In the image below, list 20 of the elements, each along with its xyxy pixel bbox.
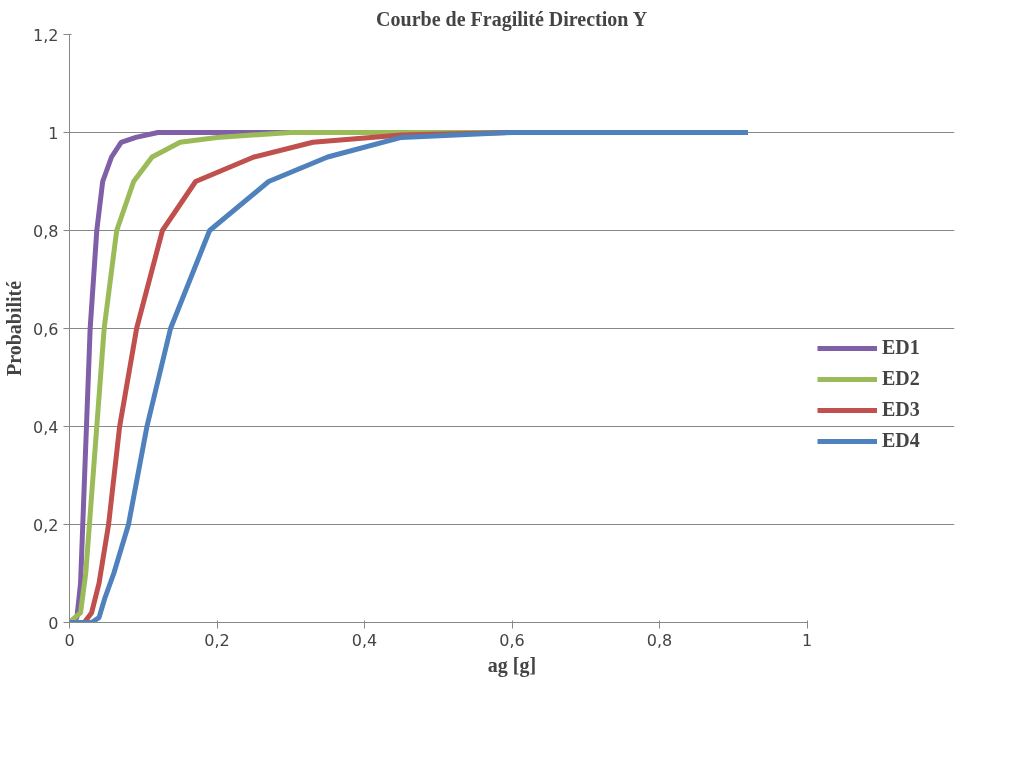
y-tick-label: 0,4 — [33, 417, 59, 437]
y-tick-label: 0,2 — [33, 515, 59, 535]
legend-label: ED4 — [882, 429, 920, 452]
x-tick-label: 0,6 — [499, 630, 525, 650]
x-tick-label: 0 — [64, 630, 75, 650]
x-tick-label: 0,2 — [204, 630, 230, 650]
y-tick-label: 1 — [48, 123, 59, 143]
y-tick-label: 0 — [48, 613, 59, 633]
x-tick-label: 1 — [801, 630, 813, 650]
x-axis-title: ag [g] — [487, 653, 537, 677]
legend-label: ED3 — [882, 398, 920, 421]
x-tick-label: 0,4 — [351, 630, 378, 650]
chart-title: Courbe de Fragilité Direction Y — [376, 7, 648, 31]
y-tick-label: 0,6 — [33, 319, 59, 339]
x-tick-label: 0,8 — [646, 630, 673, 650]
y-tick-label: 1,2 — [33, 25, 59, 45]
y-tick-label: 0,8 — [33, 221, 59, 241]
legend-label: ED1 — [882, 336, 920, 359]
legend-label: ED2 — [882, 367, 920, 390]
y-axis-title: Probabilité — [3, 280, 26, 377]
